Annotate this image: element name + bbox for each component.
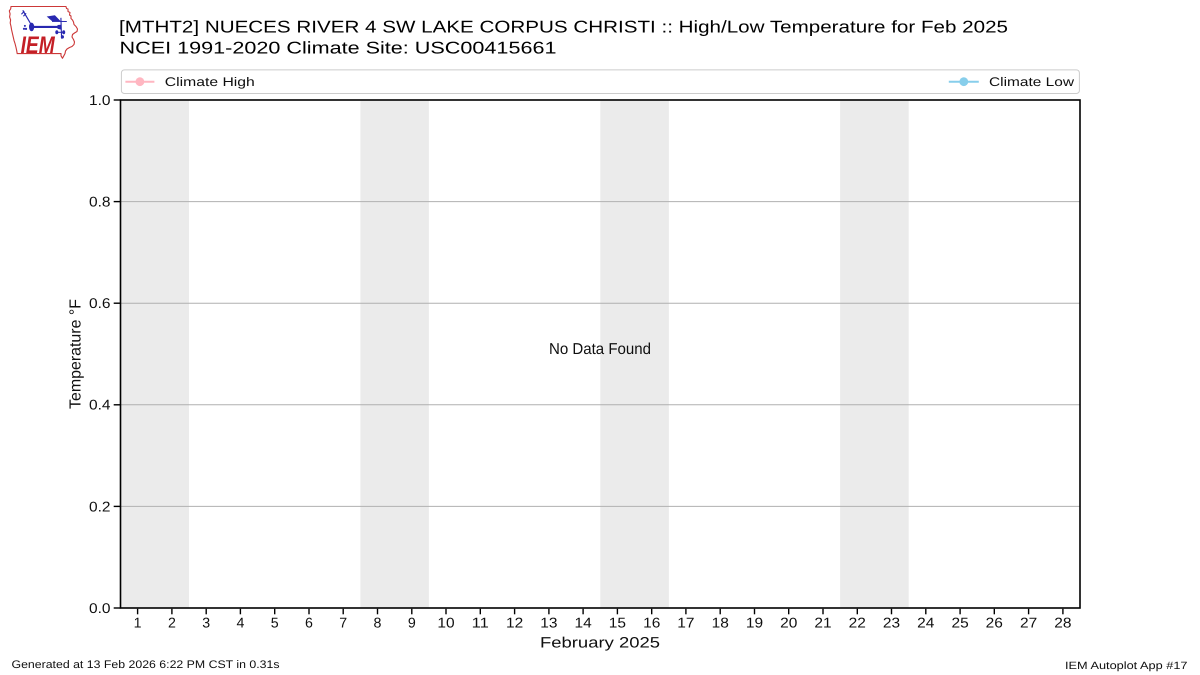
svg-text:24: 24 xyxy=(917,616,934,632)
svg-text:28: 28 xyxy=(1054,616,1071,632)
svg-text:23: 23 xyxy=(883,616,900,632)
svg-text:10: 10 xyxy=(437,616,454,632)
svg-text:0.2: 0.2 xyxy=(89,499,111,515)
svg-text:0.6: 0.6 xyxy=(89,296,111,312)
svg-text:Climate High: Climate High xyxy=(165,75,255,89)
svg-text:Climate Low: Climate Low xyxy=(989,75,1075,89)
svg-text:6: 6 xyxy=(305,616,313,632)
svg-text:February 2025: February 2025 xyxy=(540,635,660,652)
svg-text:15: 15 xyxy=(609,616,626,632)
svg-text:Generated at 13 Feb 2026 6:22: Generated at 13 Feb 2026 6:22 PM CST in … xyxy=(12,659,281,671)
svg-text:16: 16 xyxy=(643,616,660,632)
svg-text:IEM: IEM xyxy=(21,32,56,59)
svg-text:5: 5 xyxy=(271,616,279,632)
svg-text:2: 2 xyxy=(168,616,176,632)
svg-text:IEM Autoplot App #17: IEM Autoplot App #17 xyxy=(1065,660,1188,672)
svg-text:18: 18 xyxy=(712,616,729,632)
svg-text:3: 3 xyxy=(202,616,210,632)
svg-text:14: 14 xyxy=(575,616,592,632)
svg-text:13: 13 xyxy=(540,616,557,632)
svg-text:1: 1 xyxy=(134,616,142,632)
svg-text:26: 26 xyxy=(986,616,1003,632)
svg-text:7: 7 xyxy=(339,616,347,632)
svg-text:9: 9 xyxy=(408,616,416,632)
svg-text:0.0: 0.0 xyxy=(89,601,111,617)
svg-text:No Data Found: No Data Found xyxy=(549,341,651,358)
svg-text:19: 19 xyxy=(746,616,763,632)
svg-text:20: 20 xyxy=(780,616,797,632)
svg-text:12: 12 xyxy=(506,616,523,632)
svg-text:[MTHT2] NUECES RIVER 4 SW LAKE: [MTHT2] NUECES RIVER 4 SW LAKE CORPUS CH… xyxy=(119,17,1008,36)
svg-text:17: 17 xyxy=(677,616,694,632)
svg-text:1.0: 1.0 xyxy=(89,93,111,109)
svg-text:8: 8 xyxy=(374,616,382,632)
svg-text:NCEI 1991-2020 Climate Site: U: NCEI 1991-2020 Climate Site: USC00415661 xyxy=(120,39,557,58)
svg-text:21: 21 xyxy=(814,616,831,632)
svg-text:11: 11 xyxy=(472,616,489,632)
svg-text:4: 4 xyxy=(236,616,244,632)
svg-text:27: 27 xyxy=(1020,616,1037,632)
svg-text:0.8: 0.8 xyxy=(89,195,111,211)
svg-text:22: 22 xyxy=(849,616,866,632)
svg-text:Temperature °F: Temperature °F xyxy=(68,299,85,409)
svg-text:0.4: 0.4 xyxy=(89,398,111,414)
svg-text:25: 25 xyxy=(952,616,969,632)
